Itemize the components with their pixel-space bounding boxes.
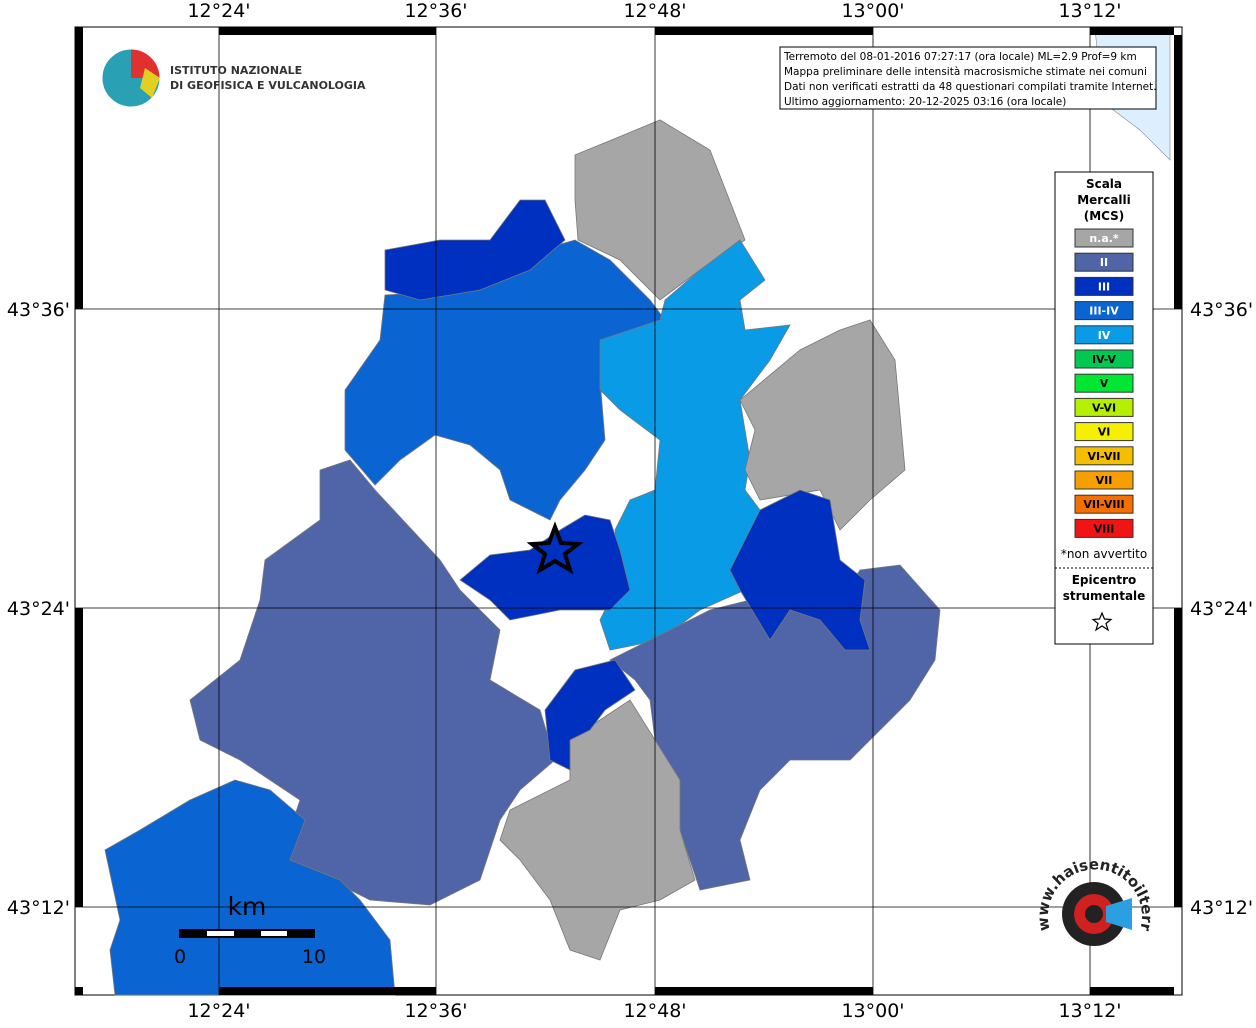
legend-label: VII-VIII [1083,498,1124,511]
scale-bar: km 0 10 [174,892,326,968]
ingv-logo: ISTITUTO NAZIONALE DI GEOFISICA E VULCAN… [101,48,366,108]
region [384,199,566,301]
info-line: Ultimo aggiornamento: 20-12-2025 03:16 (… [784,96,1066,108]
frame-border [75,27,1182,995]
legend-title: Scala [1086,177,1122,191]
info-line: Dati non verificati estratti da 48 quest… [784,81,1157,93]
info-box [779,46,1157,110]
latitude-label: 43°12' [1190,897,1253,919]
legend-label: VI [1098,426,1111,439]
latitude-label: 43°36' [7,299,70,321]
longitude-label: 13°12' [1058,1000,1121,1022]
legend-label: VI-VII [1087,450,1120,463]
legend-swatch [1074,276,1134,296]
longitude-label: 12°24' [187,0,250,22]
scale-label: 10 [302,946,326,968]
legend-swatch [1074,301,1134,321]
scale-unit: km [228,892,267,921]
legend-swatch [1074,518,1134,538]
region [104,779,396,996]
longitude-label: 13°00' [841,1000,904,1022]
legend-swatch [1074,422,1134,442]
region [189,459,556,906]
legend-label: II [1100,256,1108,269]
region [499,699,696,961]
info-line: Terremoto del 08-01-2016 07:27:17 (ora l… [783,51,1137,63]
longitude-label: 12°48' [623,0,686,22]
region [739,319,906,531]
legend-swatch [1074,325,1134,345]
legend-swatch [1074,397,1134,417]
longitude-label: 12°48' [623,1000,686,1022]
region [729,489,871,651]
longitude-label: 13°00' [841,0,904,22]
legend-label: VIII [1094,522,1115,535]
latitude-label: 43°24' [1190,598,1253,620]
legend-swatch [1074,252,1134,272]
legend-title: Mercalli [1077,193,1131,207]
legend-swatch [1074,494,1134,514]
logo-text: ISTITUTO NAZIONALE [170,64,302,77]
legend-note: *non avvertito [1061,547,1147,561]
longitude-label: 12°24' [187,1000,250,1022]
legend-swatch [1074,446,1134,466]
legend-swatch [1074,470,1134,490]
latitude-label: 43°36' [1190,299,1253,321]
legend-swatch [1074,373,1134,393]
legend-label: n.a.* [1089,232,1119,245]
latitude-label: 43°12' [7,897,70,919]
legend-label: IV [1098,329,1111,342]
latitude-label: 43°24' [7,598,70,620]
regions [104,119,941,996]
logo-text: DI GEOFISICA E VULCANOLOGIA [170,79,366,92]
longitude-label: 12°36' [404,1000,467,1022]
epicentre-star [526,521,584,575]
legend-title: (MCS) [1084,209,1125,223]
legend-epicentre: strumentale [1063,589,1146,603]
longitude-label: 13°12' [1058,0,1121,22]
legend-star [1091,611,1113,632]
scale-label: 0 [174,946,186,968]
legend-label: V-VI [1092,401,1116,414]
region [574,119,746,301]
legend-label: V [1100,377,1109,390]
legend-label: III-IV [1089,305,1119,318]
legend-label: III [1098,280,1110,293]
legend-label: VII [1096,474,1113,487]
region [544,659,636,771]
info-line: Mappa preliminare delle intensità macros… [784,66,1147,78]
legend-swatch [1074,349,1134,369]
longitude-label: 12°36' [404,0,467,22]
legend-epicentre: Epicentro [1072,573,1137,587]
legend-label: IV-V [1092,353,1117,366]
legend-swatch [1074,228,1134,248]
